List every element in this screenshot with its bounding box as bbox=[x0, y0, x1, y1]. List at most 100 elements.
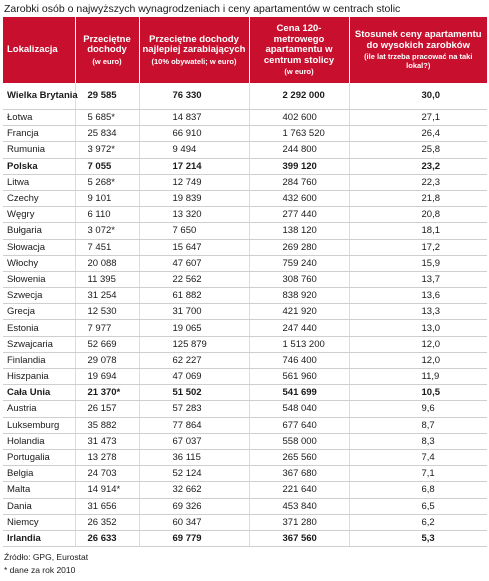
cell-price: 548 040 bbox=[249, 400, 350, 418]
table-row: Bułgaria 3 072* 7 650 138 120 18,1 bbox=[3, 222, 487, 240]
cell-top: 19 065 bbox=[139, 319, 250, 337]
table-row: Dania 31 656 69 326 453 840 6,5 bbox=[3, 498, 487, 515]
cell-top: 76 330 bbox=[139, 83, 250, 110]
cell-ratio: 6,5 bbox=[349, 498, 487, 515]
cell-top: 61 882 bbox=[139, 287, 250, 305]
cell-country: Łotwa bbox=[3, 109, 76, 127]
cell-country: Portugalia bbox=[3, 449, 76, 467]
cell-ratio: 27,1 bbox=[349, 109, 487, 127]
cell-top: 125 879 bbox=[139, 336, 250, 353]
cell-top: 51 502 bbox=[139, 384, 250, 402]
cell-top: 7 650 bbox=[139, 222, 250, 240]
cell-country: Rumunia bbox=[3, 141, 76, 159]
table-row: Rumunia 3 972* 9 494 244 800 25,8 bbox=[3, 141, 487, 159]
table-row: Włochy 20 088 47 607 759 240 15,9 bbox=[3, 255, 487, 272]
cell-price: 453 840 bbox=[249, 498, 350, 515]
cell-ratio: 8,7 bbox=[349, 417, 487, 434]
cell-top: 17 214 bbox=[139, 157, 250, 175]
table-row: Łotwa 5 685* 14 837 402 600 27,1 bbox=[3, 109, 487, 127]
cell-top: 47 069 bbox=[139, 368, 250, 386]
cell-avg: 3 972* bbox=[75, 141, 140, 159]
table-row: Portugalia 13 278 36 115 265 560 7,4 bbox=[3, 449, 487, 467]
cell-ratio: 11,9 bbox=[349, 368, 487, 386]
cell-price: 2 292 000 bbox=[249, 83, 350, 110]
cell-price: 284 760 bbox=[249, 174, 350, 191]
cell-avg: 11 395 bbox=[75, 271, 140, 289]
cell-top: 14 837 bbox=[139, 109, 250, 127]
cell-top: 12 749 bbox=[139, 174, 250, 191]
table-body: Wielka Brytania 29 585 76 330 2 292 000 30,0… bbox=[3, 83, 487, 548]
cell-country: Estonia bbox=[3, 319, 76, 337]
cell-price: 1 763 520 bbox=[249, 125, 350, 143]
cell-avg: 3 072* bbox=[75, 222, 140, 240]
cell-price: 138 120 bbox=[249, 222, 350, 240]
cell-ratio: 6,2 bbox=[349, 514, 487, 531]
cell-top: 62 227 bbox=[139, 352, 250, 370]
cell-ratio: 17,2 bbox=[349, 239, 487, 256]
cell-price: 421 920 bbox=[249, 303, 350, 321]
cell-top: 32 662 bbox=[139, 481, 250, 499]
cell-ratio: 12,0 bbox=[349, 336, 487, 353]
cell-price: 677 640 bbox=[249, 417, 350, 434]
cell-price: 371 280 bbox=[249, 514, 350, 531]
cell-ratio: 6,8 bbox=[349, 481, 487, 499]
cell-top: 13 320 bbox=[139, 206, 250, 224]
table-row: Irlandia 26 633 69 779 367 560 5,3 bbox=[3, 529, 487, 548]
cell-top: 67 037 bbox=[139, 433, 250, 450]
cell-avg: 13 278 bbox=[75, 449, 140, 467]
cell-price: 1 513 200 bbox=[249, 336, 350, 353]
cell-avg: 29 585 bbox=[75, 83, 140, 110]
cell-country: Cała Unia bbox=[3, 384, 76, 402]
cell-top: 69 779 bbox=[139, 529, 250, 548]
cell-price: 541 699 bbox=[249, 384, 350, 402]
cell-country: Belgia bbox=[3, 465, 76, 483]
table-row: Cała Unia 21 370* 51 502 541 699 10,5 bbox=[3, 384, 487, 402]
cell-top: 36 115 bbox=[139, 449, 250, 467]
table-row: Luksemburg 35 882 77 864 677 640 8,7 bbox=[3, 417, 487, 434]
cell-ratio: 5,3 bbox=[349, 529, 487, 548]
table-row: Francja 25 834 66 910 1 763 520 26,4 bbox=[3, 125, 487, 143]
cell-ratio: 15,9 bbox=[349, 255, 487, 272]
cell-country: Luksemburg bbox=[3, 417, 76, 434]
cell-avg: 29 078 bbox=[75, 352, 140, 370]
cell-top: 52 124 bbox=[139, 465, 250, 483]
cell-ratio: 13,3 bbox=[349, 303, 487, 321]
cell-ratio: 13,6 bbox=[349, 287, 487, 305]
cell-country: Finlandia bbox=[3, 352, 76, 370]
header-apartment-price: Cena 120-metrowego apartamentu w centrum… bbox=[249, 17, 350, 83]
cell-ratio: 12,0 bbox=[349, 352, 487, 370]
cell-ratio: 20,8 bbox=[349, 206, 487, 224]
table-row: Austria 26 157 57 283 548 040 9,6 bbox=[3, 400, 487, 418]
cell-avg: 7 055 bbox=[75, 157, 140, 175]
table-row: Wielka Brytania 29 585 76 330 2 292 000 30,0 bbox=[3, 83, 487, 110]
cell-country: Bułgaria bbox=[3, 222, 76, 240]
cell-top: 60 347 bbox=[139, 514, 250, 531]
cell-country: Holandia bbox=[3, 433, 76, 450]
cell-ratio: 22,3 bbox=[349, 174, 487, 191]
table-row: Hiszpania 19 694 47 069 561 960 11,9 bbox=[3, 368, 487, 386]
cell-country: Polska bbox=[3, 157, 76, 175]
cell-ratio: 13,7 bbox=[349, 271, 487, 289]
table-row: Słowenia 11 395 22 562 308 760 13,7 bbox=[3, 271, 487, 289]
cell-ratio: 10,5 bbox=[349, 384, 487, 402]
cell-avg: 5 685* bbox=[75, 109, 140, 127]
cell-avg: 5 268* bbox=[75, 174, 140, 191]
cell-price: 367 680 bbox=[249, 465, 350, 483]
cell-ratio: 7,1 bbox=[349, 465, 487, 483]
table-row: Grecja 12 530 31 700 421 920 13,3 bbox=[3, 303, 487, 321]
cell-country: Szwecja bbox=[3, 287, 76, 305]
cell-top: 19 839 bbox=[139, 190, 250, 208]
cell-avg: 7 451 bbox=[75, 239, 140, 256]
cell-price: 561 960 bbox=[249, 368, 350, 386]
header-top-income: Przeciętne dochody najlepiej zarabiający… bbox=[139, 17, 250, 83]
cell-ratio: 8,3 bbox=[349, 433, 487, 450]
cell-avg: 7 977 bbox=[75, 319, 140, 337]
cell-price: 367 560 bbox=[249, 529, 350, 548]
table-row: Finlandia 29 078 62 227 746 400 12,0 bbox=[3, 352, 487, 370]
cell-avg: 24 703 bbox=[75, 465, 140, 483]
notes: Źródło: GPG, Eurostat * dane za rok 2010 bbox=[4, 551, 88, 577]
cell-avg: 31 473 bbox=[75, 433, 140, 450]
cell-price: 432 600 bbox=[249, 190, 350, 208]
cell-ratio: 18,1 bbox=[349, 222, 487, 240]
cell-ratio: 13,0 bbox=[349, 319, 487, 337]
